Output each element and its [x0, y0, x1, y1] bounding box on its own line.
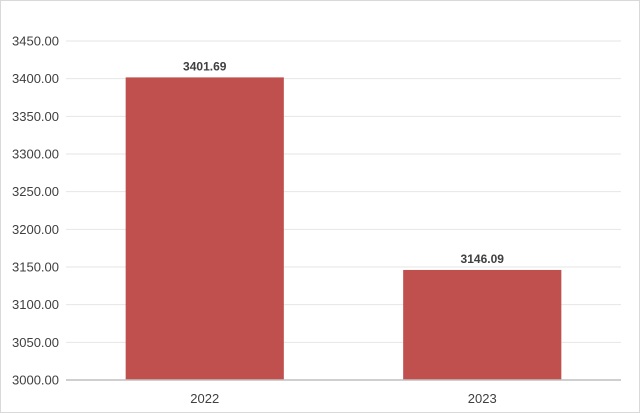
bar-2022 — [125, 77, 284, 381]
bars — [125, 77, 562, 381]
data-label-2023: 3146.09 — [461, 252, 505, 266]
y-tick-label: 3450.00 — [12, 34, 59, 49]
y-tick-label: 3050.00 — [12, 335, 59, 350]
y-tick-label: 3000.00 — [12, 373, 59, 388]
y-tick-label: 3100.00 — [12, 297, 59, 312]
y-tick-label: 3250.00 — [12, 184, 59, 199]
x-tick-label-2023: 2023 — [468, 391, 497, 406]
x-axis-tick-labels: 2022 2023 — [190, 391, 496, 406]
y-axis-tick-labels: 3000.00 3050.00 3100.00 3150.00 3200.00 3250.… — [12, 34, 59, 388]
x-tick-label-2022: 2022 — [190, 391, 219, 406]
y-tick-label: 3350.00 — [12, 109, 59, 124]
y-tick-label: 3400.00 — [12, 71, 59, 86]
data-label-2022: 3401.69 — [183, 59, 227, 73]
bar-2023 — [403, 269, 562, 380]
y-tick-label: 3300.00 — [12, 147, 59, 162]
data-labels: 3401.69 3146.09 — [183, 59, 504, 266]
y-tick-label: 3150.00 — [12, 260, 59, 275]
y-tick-label: 3200.00 — [12, 222, 59, 237]
